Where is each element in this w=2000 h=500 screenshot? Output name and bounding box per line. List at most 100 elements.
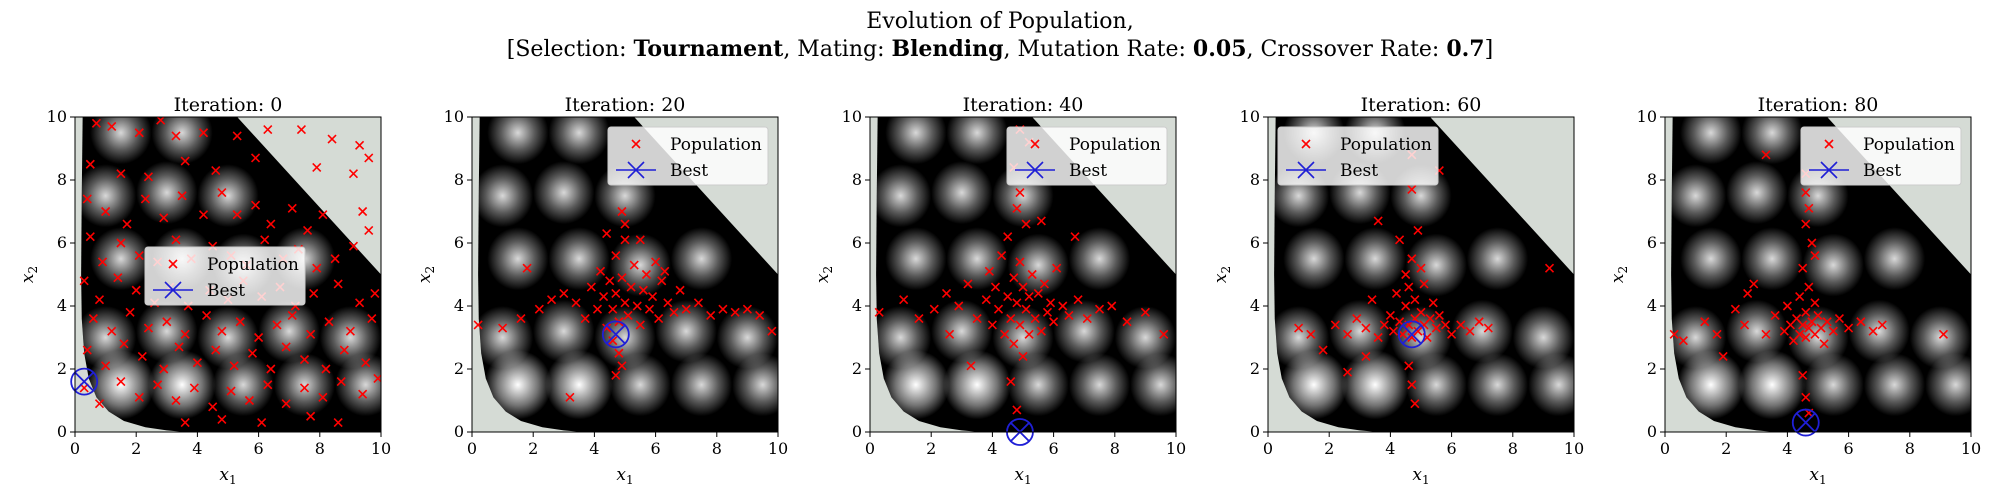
population-point: [1795, 329, 1805, 339]
y-axis-label: x2: [1608, 266, 1630, 283]
population-point: [299, 354, 310, 365]
population-point: [669, 307, 679, 317]
y-tick-label: 6: [852, 233, 862, 252]
y-tick-label: 6: [454, 233, 464, 252]
population-point: [1877, 320, 1887, 330]
surface-peak: [1114, 306, 1176, 369]
population-point: [94, 399, 105, 409]
population-point: [629, 260, 639, 270]
population-point: [1669, 329, 1679, 339]
population-point: [244, 395, 254, 406]
population-point: [1318, 345, 1328, 355]
population-point: [266, 364, 276, 374]
population-point: [1373, 332, 1383, 343]
population-point: [1018, 351, 1028, 361]
subplot-1: 0 2 4 6 8 10 0 2 4 6 8 10 Iteration: 20 x1 x2 Populatio…: [415, 94, 788, 487]
y-tick-label: 8: [852, 170, 862, 189]
population-point: [1036, 326, 1046, 336]
population-point: [107, 326, 117, 336]
population-point: [1094, 304, 1105, 314]
population-point: [171, 235, 181, 245]
population-point: [617, 206, 627, 217]
population-point: [620, 219, 630, 229]
population-point: [345, 326, 355, 336]
x-tick-label: 10: [1961, 439, 1981, 458]
population-point: [1003, 291, 1013, 302]
population-point: [364, 153, 374, 163]
population-point: [1822, 317, 1832, 327]
x-tick-label: 8: [1905, 439, 1915, 458]
x-tick-label: 2: [131, 439, 141, 458]
population-point: [693, 298, 704, 308]
population-point: [1801, 188, 1811, 198]
x-tick-label: 10: [371, 439, 391, 458]
population-point: [312, 162, 322, 172]
surface-peak: [1680, 117, 1742, 165]
population-point: [202, 310, 212, 321]
population-point: [1009, 273, 1019, 283]
population-point: [1395, 235, 1405, 245]
population-point: [260, 235, 270, 245]
population-point: [232, 210, 242, 220]
population-point: [1049, 317, 1059, 327]
legend-population-marker: [1030, 139, 1040, 149]
surface-peak: [1329, 299, 1391, 363]
surface-peak: [478, 164, 534, 228]
population-point: [990, 282, 1001, 292]
population-point: [1801, 219, 1811, 229]
population-point: [306, 411, 316, 421]
legend-best-marker: [1026, 161, 1044, 179]
best-point: [606, 324, 626, 344]
x-tick-label: 6: [1049, 439, 1059, 458]
surface-peak: [90, 227, 152, 291]
population-point: [718, 304, 728, 314]
population-point: [944, 329, 955, 339]
population-point: [620, 235, 630, 245]
population-point: [1012, 405, 1022, 415]
population-point: [1107, 301, 1117, 311]
x-tick-label: 4: [987, 439, 997, 458]
population-point: [1810, 298, 1820, 308]
surface-peak: [151, 117, 213, 165]
population-point: [318, 392, 328, 402]
population-point: [333, 279, 343, 289]
legend-population-marker: [631, 139, 641, 149]
population-point: [1718, 351, 1728, 361]
population-point: [153, 380, 163, 390]
x-tick-label: 4: [589, 439, 599, 458]
population-point: [82, 194, 92, 204]
population-point: [1431, 323, 1441, 333]
population-point: [1367, 295, 1377, 305]
x-tick-label: 8: [1508, 439, 1518, 458]
surface-peak: [90, 117, 152, 165]
population-point: [1012, 203, 1022, 213]
population-point: [1342, 367, 1353, 377]
plot-area: [473, 206, 777, 402]
population-point: [281, 342, 291, 352]
x-tick-label: 4: [192, 439, 202, 458]
population-point: [318, 210, 328, 220]
axes-frame: [74, 116, 382, 433]
surface-peak: [1671, 164, 1727, 228]
population-point: [134, 128, 144, 138]
population-point: [1027, 269, 1037, 280]
population-point: [663, 298, 673, 308]
legend: Population Best: [1277, 126, 1439, 186]
best-point: [1402, 324, 1422, 344]
population-point: [997, 251, 1007, 261]
population-point: [1361, 323, 1371, 333]
population-point: [1042, 307, 1053, 317]
y-tick-label: 10: [444, 107, 464, 126]
y-tick-label: 4: [454, 296, 464, 315]
population-point: [333, 417, 343, 428]
population-point: [1834, 314, 1844, 324]
population-point: [116, 169, 126, 179]
population-point: [635, 235, 645, 245]
surface-peak: [1512, 306, 1574, 369]
population-point: [767, 326, 777, 336]
population-point: [580, 314, 590, 324]
population-point: [355, 140, 365, 150]
x-axis-label: x1: [1412, 465, 1429, 487]
population-point: [1159, 329, 1169, 339]
surface-peak: [136, 161, 198, 225]
